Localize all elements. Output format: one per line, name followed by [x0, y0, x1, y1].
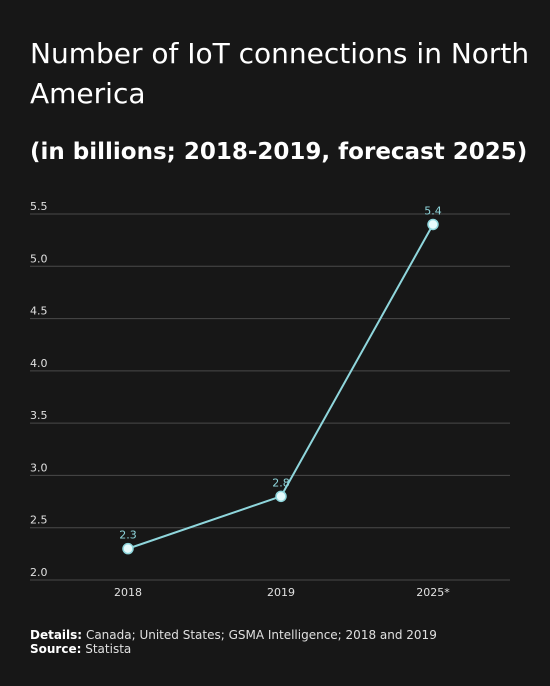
x-tick-label: 2019 [267, 586, 295, 599]
y-axis-tick-labels: 2.0 2.5 3.0 3.5 4.0 4.5 5.0 5.5 [30, 200, 48, 579]
y-tick-label: 4.0 [30, 357, 48, 370]
data-label: 5.4 [424, 204, 442, 217]
chart-title: Number of IoT connections in North Ameri… [30, 37, 530, 110]
data-label: 2.8 [272, 476, 290, 489]
source-line: Source: Statista [30, 642, 437, 656]
y-tick-label: 5.0 [30, 252, 48, 265]
x-axis-tick-labels: 2018 2019 2025* [114, 586, 450, 599]
x-tick-label: 2025* [416, 586, 450, 599]
source-text: Statista [85, 642, 132, 656]
y-tick-label: 3.5 [30, 409, 48, 422]
details-label: Details: [30, 628, 83, 642]
details-line: Details: Canada; United States; GSMA Int… [30, 628, 437, 642]
chart-footer: Details: Canada; United States; GSMA Int… [30, 628, 437, 656]
data-labels: 2.3 2.8 5.4 [119, 204, 442, 541]
data-point [275, 490, 287, 503]
data-points [122, 218, 439, 555]
y-tick-label: 5.5 [30, 200, 48, 213]
y-tick-label: 3.0 [30, 461, 48, 474]
y-tick-label: 4.5 [30, 305, 48, 318]
y-tick-label: 2.5 [30, 514, 48, 527]
data-point [122, 542, 134, 555]
data-label: 2.3 [119, 529, 137, 542]
gridlines [30, 213, 510, 581]
chart-subtitle: (in billions; 2018-2019, forecast 2025) [30, 139, 528, 165]
y-tick-label: 2.0 [30, 566, 48, 579]
source-label: Source: [30, 642, 82, 656]
x-tick-label: 2018 [114, 586, 142, 599]
data-point [427, 218, 439, 231]
details-text: Canada; United States; GSMA Intelligence… [85, 628, 437, 642]
